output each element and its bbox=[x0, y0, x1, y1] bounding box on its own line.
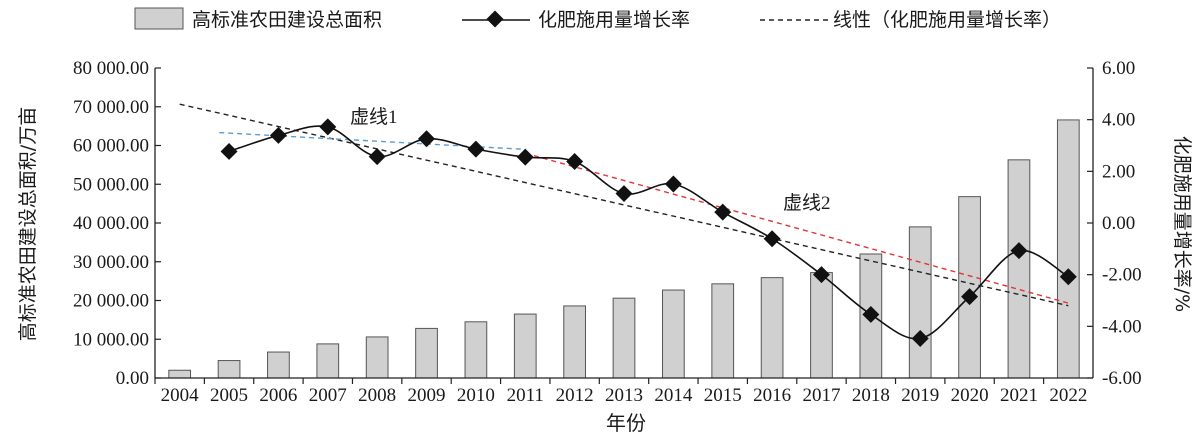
x-tick-label: 2014 bbox=[654, 385, 693, 406]
right-axis-label: 化肥施用量增长率/% bbox=[1171, 136, 1193, 312]
x-tick-label: 2011 bbox=[507, 385, 544, 406]
bar bbox=[958, 196, 981, 379]
line-point bbox=[566, 153, 584, 171]
x-tick-labels: 2004 2005 2006 2007 2008 2009 2010 2011 2012 2013… bbox=[154, 378, 1087, 406]
left-tick-label: 60 000.00 bbox=[73, 136, 149, 157]
line-point bbox=[269, 126, 287, 144]
left-tick-label: 20 000.00 bbox=[73, 291, 149, 312]
x-tick-label: 2006 bbox=[259, 385, 297, 406]
right-tick-label: -2.00 bbox=[1102, 265, 1142, 286]
bar bbox=[1056, 119, 1080, 379]
left-tick-label: 80 000.00 bbox=[73, 58, 149, 79]
x-tick-label: 2019 bbox=[901, 385, 939, 406]
legend-diamond-marker bbox=[486, 10, 504, 28]
left-tick-label: 70 000.00 bbox=[73, 97, 149, 118]
right-tick-label: 0.00 bbox=[1102, 213, 1135, 234]
bar bbox=[365, 336, 389, 379]
bar bbox=[415, 327, 438, 379]
x-tick-label: 2009 bbox=[408, 385, 446, 406]
right-tick-label: 4.00 bbox=[1102, 110, 1135, 131]
line-point bbox=[467, 140, 485, 158]
line-point bbox=[1010, 242, 1028, 260]
line-point bbox=[862, 305, 880, 323]
line-point bbox=[763, 230, 781, 248]
x-tick-label: 2008 bbox=[358, 385, 396, 406]
x-tick-label: 2017 bbox=[802, 385, 840, 406]
annotation-line-2 bbox=[525, 152, 1069, 304]
left-axis-label: 高标准农田建设总面积/万亩 bbox=[17, 107, 39, 341]
line-point bbox=[911, 329, 929, 347]
right-tick-labels: -6.00 -4.00 -2.00 0.00 2.00 4.00 6.00 bbox=[1087, 58, 1142, 389]
line-path bbox=[228, 125, 1069, 340]
left-tick-label: 10 000.00 bbox=[73, 329, 149, 350]
right-tick-label: -6.00 bbox=[1102, 368, 1142, 389]
bar bbox=[513, 313, 537, 379]
bar bbox=[810, 272, 833, 379]
x-tick-label: 2013 bbox=[605, 385, 643, 406]
x-tick-label: 2021 bbox=[1000, 385, 1038, 406]
bar bbox=[612, 297, 636, 379]
right-tick-label: 6.00 bbox=[1102, 58, 1135, 79]
bar bbox=[1007, 159, 1031, 379]
line-point bbox=[664, 175, 682, 193]
right-tick-label: 2.00 bbox=[1102, 161, 1135, 182]
bar bbox=[711, 283, 735, 379]
legend-trend-label: 线性（化肥施用量增长率） bbox=[833, 9, 1061, 31]
x-tick-label: 2020 bbox=[951, 385, 989, 406]
x-tick-label: 2018 bbox=[852, 385, 890, 406]
x-tick-label: 2015 bbox=[704, 385, 742, 406]
legend-bar-swatch bbox=[134, 7, 184, 30]
left-tick-label: 30 000.00 bbox=[73, 252, 149, 273]
line-point bbox=[961, 288, 979, 306]
x-tick-label: 2012 bbox=[556, 385, 594, 406]
line-point bbox=[220, 142, 238, 160]
line-point bbox=[418, 130, 436, 148]
trend-layer bbox=[179, 103, 1069, 307]
legend-bar-label: 高标准农田建设总面积 bbox=[192, 9, 382, 31]
bar bbox=[908, 226, 932, 379]
annotation-label-1: 虚线1 bbox=[350, 106, 398, 128]
x-tick-label: 2005 bbox=[210, 385, 248, 406]
line-series bbox=[220, 118, 1077, 347]
bar bbox=[168, 369, 192, 379]
bar bbox=[316, 343, 340, 379]
bar bbox=[662, 289, 685, 379]
bar bbox=[267, 351, 290, 379]
line-point bbox=[714, 203, 732, 221]
legend: 高标准农田建设总面积 化肥施用量增长率 线性（化肥施用量增长率） bbox=[134, 7, 1061, 31]
trend-line bbox=[179, 103, 1069, 307]
line-point bbox=[516, 148, 534, 166]
x-tick-label: 2007 bbox=[309, 385, 347, 406]
bar bbox=[464, 321, 488, 379]
bar bbox=[563, 305, 586, 379]
x-tick-label: 2016 bbox=[753, 385, 791, 406]
x-tick-label: 2022 bbox=[1049, 385, 1087, 406]
right-tick-label: -4.00 bbox=[1102, 316, 1142, 337]
annotation-layer: 虚线1 虚线2 bbox=[350, 106, 831, 214]
bar bbox=[760, 277, 784, 379]
left-tick-label: 50 000.00 bbox=[73, 174, 149, 195]
x-axis-label: 年份 bbox=[606, 411, 646, 435]
left-tick-label: 40 000.00 bbox=[73, 213, 149, 234]
left-tick-label: 0.00 bbox=[116, 368, 149, 389]
x-tick-label: 2004 bbox=[161, 385, 200, 406]
line-point bbox=[368, 148, 386, 166]
bar-series bbox=[168, 119, 1080, 379]
bar bbox=[217, 360, 241, 379]
line-point bbox=[812, 266, 830, 284]
line-point bbox=[615, 185, 633, 203]
x-tick-label: 2010 bbox=[457, 385, 495, 406]
line-point bbox=[319, 118, 337, 136]
annotation-label-2: 虚线2 bbox=[783, 192, 831, 214]
legend-line-label: 化肥施用量增长率 bbox=[538, 9, 690, 31]
left-tick-labels: 0.00 10 000.00 20 000.00 30 000.00 40 000.00… bbox=[73, 58, 161, 389]
